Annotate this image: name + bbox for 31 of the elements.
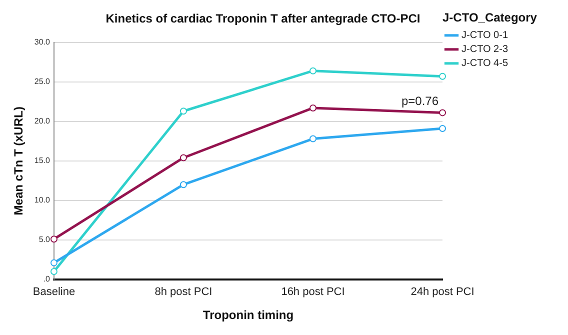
chart-title: Kinetics of cardiac Troponin T after antegrade CTO-PCI	[106, 12, 420, 26]
point	[310, 135, 316, 142]
y-tick-label: 15.0	[34, 156, 51, 166]
point	[50, 236, 58, 243]
legend-label: J-CTO 4-5	[462, 58, 508, 70]
point	[180, 154, 187, 162]
x-tick-label: 16h post PCI	[281, 286, 345, 298]
x-axis-title: Troponin timing	[202, 308, 294, 322]
point	[439, 125, 446, 132]
x-tick-label: Baseline	[32, 286, 76, 298]
point	[439, 109, 446, 116]
y-tick-label: 20.0	[34, 116, 51, 126]
legend-label: J-CTO 2-3	[462, 44, 508, 56]
point	[310, 67, 316, 74]
point	[439, 72, 446, 80]
point	[180, 181, 187, 188]
y-tick-label: .0	[43, 274, 51, 284]
legend-label: J-CTO 0-1	[462, 30, 508, 42]
point	[310, 104, 316, 112]
point	[50, 268, 58, 275]
legend-title: J-CTO_Category	[442, 10, 538, 24]
x-tick-label: 24h post PCI	[410, 286, 474, 298]
x-tick-label: 8h post PCI	[154, 286, 212, 298]
annotation: p=0.76	[401, 94, 439, 108]
y-tick-label: 5.0	[38, 235, 51, 244]
y-tick-label: 30.0	[34, 38, 51, 47]
y-axis-title: Mean cTn T (xURL)	[12, 106, 26, 216]
y-tick-label: 10.0	[34, 196, 51, 205]
point	[50, 259, 58, 266]
y-tick-label: 25.0	[34, 77, 51, 86]
point	[180, 108, 187, 115]
